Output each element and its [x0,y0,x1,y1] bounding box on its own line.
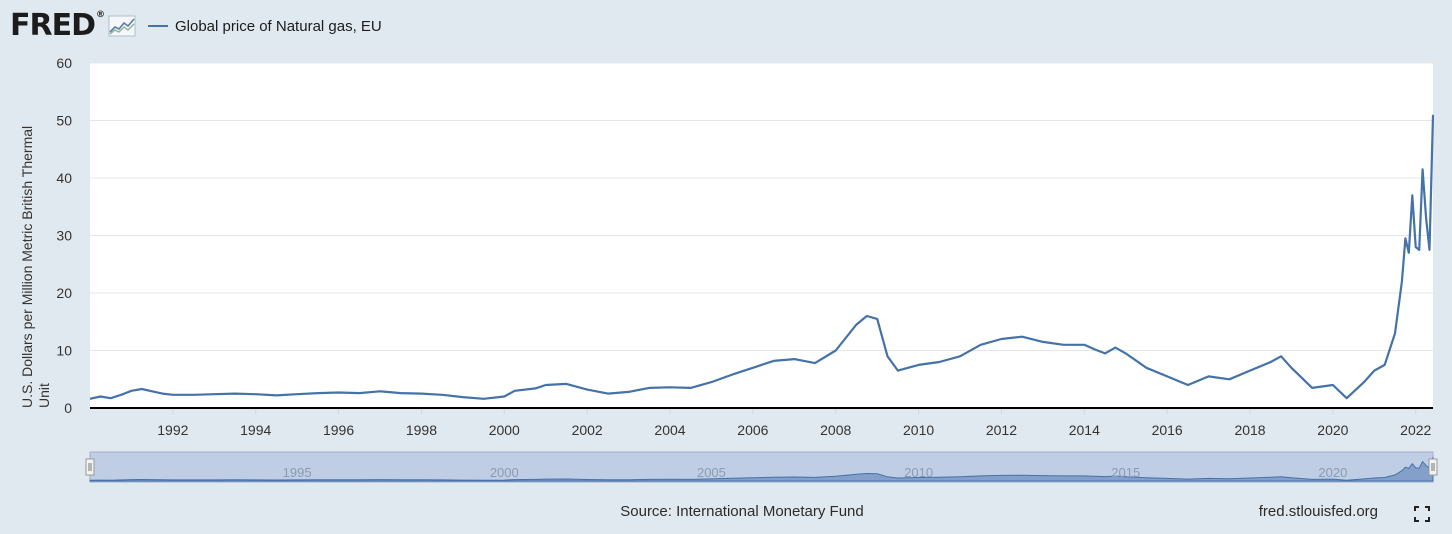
x-tick-label: 1992 [157,422,188,438]
y-tick-label: 10 [56,343,72,359]
navigator-handle-right[interactable] [1428,458,1438,476]
legend[interactable]: Global price of Natural gas, EU [148,18,382,35]
x-tick-label: 2014 [1069,422,1100,438]
line-graph-icon [108,15,136,37]
navigator-label: 2000 [490,465,519,480]
x-tick-label: 2008 [820,422,851,438]
y-axis-label: U.S. Dollars per Million Metric British … [19,126,52,408]
chart-header: FRED® Global price of Natural gas, EU [10,8,382,44]
source-note: Source: International Monetary Fund [620,503,864,520]
fred-url-link[interactable]: fred.stlouisfed.org [1258,503,1378,520]
y-tick-label: 50 [56,113,72,129]
fullscreen-icon[interactable] [1414,506,1430,522]
x-tick-label: 2010 [903,422,934,438]
series-line[interactable] [89,114,1435,400]
y-tick-label: 0 [64,400,72,416]
x-tick-label: 2006 [737,422,768,438]
x-tick-label: 2020 [1317,422,1348,438]
x-tick-label: 2016 [1152,422,1183,438]
x-tick-label: 1996 [323,422,354,438]
navigator-handle-left[interactable] [85,458,95,476]
legend-swatch [148,25,168,27]
x-tick-label: 2018 [1234,422,1265,438]
y-tick-label: 60 [56,55,72,71]
x-tick-label: 2012 [986,422,1017,438]
fred-logo[interactable]: FRED® [10,8,105,43]
navigator-label: 2005 [697,465,726,480]
y-tick-label: 40 [56,170,72,186]
x-tick-label: 2022 [1400,422,1431,438]
navigator-label: 2020 [1318,465,1347,480]
navigator-label: 2010 [904,465,933,480]
x-tick-labels: 1992 1994 1996 1998 2000 2002 2004 2006 2008 2010… [157,408,1432,438]
navigator[interactable]: 1995 2000 2005 2010 2015 2020 [85,451,1438,483]
legend-label: Global price of Natural gas, EU [175,17,382,35]
navigator-labels: 1995 2000 2005 2010 2015 2020 [283,465,1348,480]
navigator-label: 2015 [1111,465,1140,480]
y-tick-label: 30 [56,228,72,244]
y-tick-label: 20 [56,285,72,301]
x-tick-label: 1994 [240,422,271,438]
x-tick-label: 1998 [406,422,437,438]
x-tick-label: 2002 [572,422,603,438]
x-tick-label: 2004 [654,422,685,438]
grid-lines [90,62,1433,351]
navigator-area [89,457,1434,482]
navigator-label: 1995 [283,465,312,480]
x-tick-label: 2000 [489,422,520,438]
y-tick-labels: 0 10 20 30 40 50 60 [56,55,72,416]
